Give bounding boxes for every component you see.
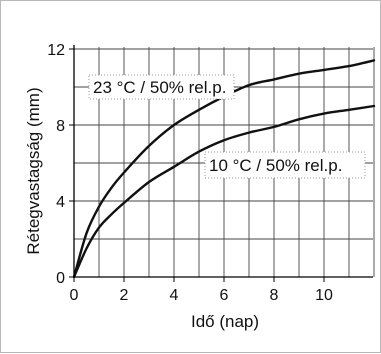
series-line-23c <box>72 59 376 279</box>
x-tick-label: 2 <box>120 287 129 304</box>
x-tick-label: 8 <box>270 287 279 304</box>
x-axis-title: Idő (nap) <box>191 312 259 331</box>
annotation-10c-box <box>204 151 366 179</box>
y-tick-label: 0 <box>56 270 65 287</box>
y-tick-label: 8 <box>56 118 65 135</box>
annotation-23c-label: 23 °C / 50% rel.p. <box>93 78 226 97</box>
x-tick-label: 0 <box>70 287 79 304</box>
x-tick-label: 10 <box>315 287 333 304</box>
annotation-23c-box <box>88 74 235 100</box>
x-tick-label: 4 <box>170 287 179 304</box>
series-lines <box>72 59 376 279</box>
tick-labels: 0 2 4 6 8 10 0 4 8 12 <box>47 42 333 304</box>
y-tick-label: 12 <box>47 42 65 59</box>
x-tick-label: 6 <box>220 287 229 304</box>
series-line-10c <box>72 104 376 279</box>
y-tick-label: 4 <box>56 194 65 211</box>
annotation-10c-label: 10 °C / 50% rel.p. <box>209 156 342 175</box>
y-axis-title: Rétegvastagság (mm) <box>24 87 43 254</box>
